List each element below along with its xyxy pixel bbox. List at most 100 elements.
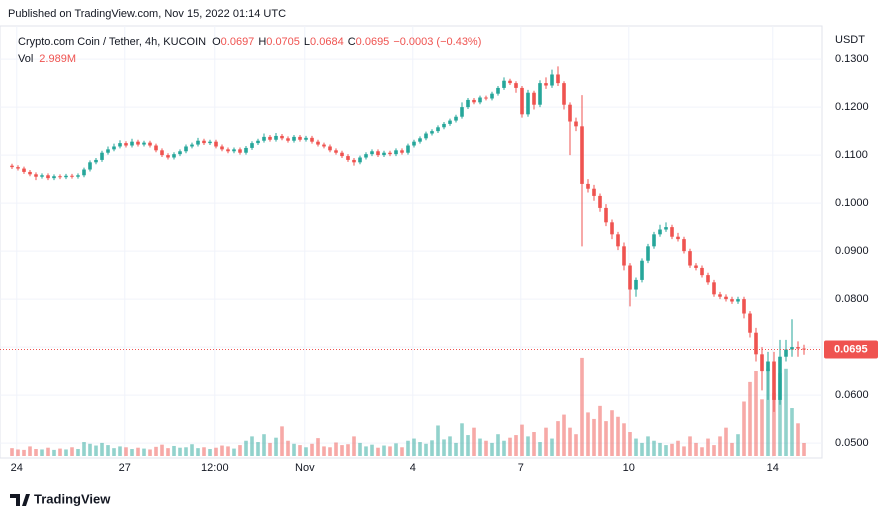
- volume-bar: [742, 401, 746, 456]
- change: −0.0003 (−0.43%): [393, 36, 481, 48]
- ohlc-value: 0.0695: [356, 36, 390, 48]
- volume-bar: [376, 447, 380, 456]
- candle-body: [34, 174, 38, 177]
- volume-bar: [136, 447, 140, 456]
- candle-body: [112, 146, 116, 150]
- candle-body: [334, 150, 338, 153]
- candle-body: [310, 137, 314, 142]
- volume-bar: [298, 445, 302, 456]
- volume-bar: [316, 438, 320, 456]
- candle-body: [586, 183, 590, 189]
- ohlc-key: H: [258, 36, 266, 48]
- volume-bar: [712, 445, 716, 456]
- volume-bar: [538, 442, 542, 456]
- volume-bar: [268, 442, 272, 456]
- candle-body: [406, 145, 410, 153]
- candle-body: [466, 99, 470, 108]
- candle-body: [40, 175, 44, 177]
- volume-bar: [334, 442, 338, 456]
- candle-body: [322, 144, 326, 147]
- candle-body: [172, 154, 176, 158]
- volume-bar: [664, 445, 668, 456]
- x-tick-label: 10: [623, 462, 635, 474]
- candle-body: [550, 74, 554, 86]
- volume-bar: [454, 442, 458, 456]
- volume-bar: [520, 424, 524, 456]
- candle-body: [388, 152, 392, 155]
- volume-bar: [682, 446, 686, 456]
- candle-body: [10, 165, 14, 168]
- volume-bar: [718, 436, 722, 456]
- volume-bar: [148, 449, 152, 456]
- volume-bar: [400, 447, 404, 456]
- volume-bar: [280, 426, 284, 456]
- logo-icon: [10, 494, 30, 506]
- volume-bar: [412, 438, 416, 456]
- candle-body: [280, 135, 284, 139]
- volume-bar: [658, 442, 662, 456]
- candle-body: [262, 136, 266, 141]
- volume-bar: [532, 432, 536, 456]
- volume-bar: [262, 434, 266, 456]
- candle-body: [382, 152, 386, 156]
- volume-bar: [94, 445, 98, 456]
- candle-body: [178, 151, 182, 155]
- candle-body: [148, 142, 152, 146]
- candle-body: [442, 123, 446, 128]
- volume-bar: [778, 373, 782, 456]
- candle-body: [100, 152, 104, 160]
- candle-body: [688, 251, 692, 266]
- volume-bar: [490, 442, 494, 456]
- candle-body: [190, 144, 194, 147]
- legend-line: Crypto.com Coin / Tether, 4h, KUCOIN O0.0…: [18, 36, 481, 48]
- volume-bar: [388, 446, 392, 456]
- candle-body: [268, 136, 272, 140]
- candle-body: [142, 142, 146, 145]
- candle-body: [412, 141, 416, 146]
- candle-body: [634, 279, 638, 290]
- candle-body: [658, 229, 662, 235]
- candle-body: [430, 131, 434, 134]
- candle-body: [130, 141, 134, 146]
- candle-body: [598, 195, 602, 208]
- candle-body: [274, 135, 278, 140]
- candle-body: [772, 361, 776, 400]
- candle-body: [478, 97, 482, 103]
- candle-body: [592, 188, 596, 196]
- candle-body: [490, 93, 494, 99]
- candle-body: [526, 92, 530, 115]
- volume-bar: [790, 408, 794, 456]
- candle-body: [568, 104, 572, 122]
- volume-bar: [250, 436, 254, 456]
- volume-bar: [370, 444, 374, 456]
- volume-bar: [124, 447, 128, 456]
- candle-body: [244, 147, 248, 153]
- candle-body: [52, 176, 56, 179]
- candle-body: [736, 299, 740, 302]
- published-note: Published on TradingView.com, Nov 15, 20…: [8, 8, 286, 20]
- volume-bar: [214, 447, 218, 456]
- volume-bar: [40, 449, 44, 456]
- volume-bar: [172, 445, 176, 456]
- candle-body: [472, 99, 476, 103]
- volume-bar: [166, 448, 170, 456]
- volume-bar: [730, 442, 734, 456]
- ohlc-value: 0.0697: [221, 36, 255, 48]
- volume-bar: [580, 357, 584, 456]
- y-tick-label: 0.1100: [835, 149, 868, 161]
- volume-bar: [130, 449, 134, 456]
- candle-body: [370, 151, 374, 155]
- y-tick-label: 0.0500: [835, 437, 869, 449]
- volume-bar: [652, 440, 656, 456]
- volume-bar: [160, 444, 164, 456]
- candle-body: [610, 222, 614, 235]
- volume-bar: [112, 448, 116, 456]
- volume-bar: [604, 421, 608, 456]
- volume-bar: [292, 443, 296, 456]
- volume-bar: [22, 449, 26, 456]
- volume-bar: [772, 392, 776, 456]
- candle-body: [730, 299, 734, 302]
- volume-bar: [460, 423, 464, 456]
- candle-body: [520, 87, 524, 115]
